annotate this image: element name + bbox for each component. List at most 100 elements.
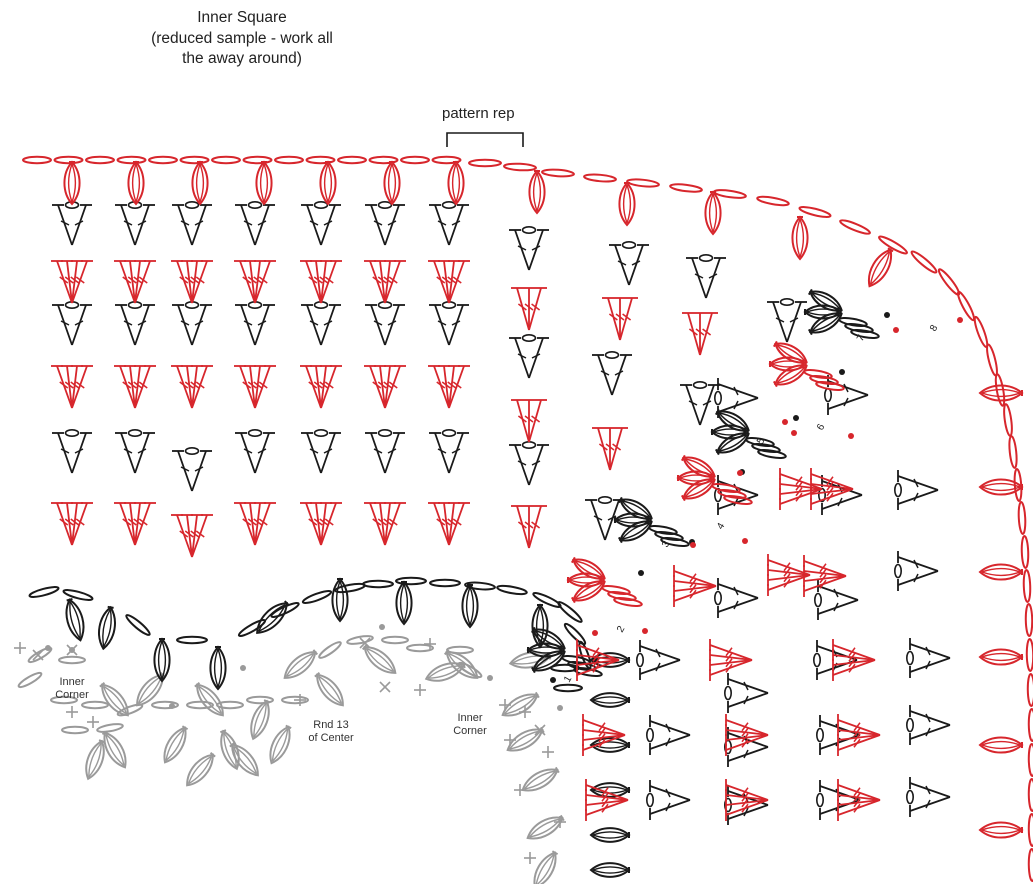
corner-chain xyxy=(717,489,747,499)
red-slip-dot xyxy=(791,430,797,436)
black-cluster-stitch xyxy=(589,862,631,878)
black-v-stitch xyxy=(592,350,632,396)
inner-corner-left-label: Inner Corner xyxy=(55,676,89,701)
black-v-stitch xyxy=(235,300,275,346)
gray-sc-cross xyxy=(519,706,531,718)
center-rnd13-stitches xyxy=(14,624,566,884)
gray-cluster-stitch xyxy=(501,691,540,717)
fan-leaf xyxy=(807,288,843,312)
corner-fan xyxy=(566,556,606,604)
red-shell-stitch xyxy=(234,365,276,409)
red-shell-stitch xyxy=(364,365,406,409)
top-chain-stitch xyxy=(274,155,304,165)
gray-chain-stitch xyxy=(318,641,342,659)
black-v-stitch xyxy=(509,225,549,271)
gray-cluster-stitch xyxy=(163,725,189,764)
red-cluster-stitch xyxy=(704,190,722,236)
round-number-8: 8 xyxy=(928,323,941,334)
red-cluster-stitch xyxy=(63,160,81,206)
black-cluster-stitch xyxy=(209,645,227,691)
red-cluster-stitch xyxy=(618,181,636,227)
round-number-4: 4 xyxy=(715,521,728,532)
chart-title: Inner Square (reduced sample - work all … xyxy=(112,8,372,70)
red-slip-dot xyxy=(893,327,899,333)
gray-sc-cross xyxy=(554,816,566,828)
black-v-stitch xyxy=(429,300,469,346)
gray-sc-cross xyxy=(499,699,511,711)
top-chain-stitch xyxy=(626,178,660,188)
red-cluster-stitch xyxy=(978,736,1024,754)
black-v-stitch xyxy=(301,428,341,474)
corner-chain xyxy=(815,381,845,391)
top-chain-stitch xyxy=(839,219,871,235)
black-cluster-stitch xyxy=(395,580,413,626)
gray-chain-stitch xyxy=(58,655,86,665)
gray-chain-stitch xyxy=(61,725,89,735)
red-shell-stitch xyxy=(171,365,213,409)
top-chain-stitch xyxy=(337,155,367,165)
red-shell-stitch xyxy=(51,502,93,546)
top-chain-stitch xyxy=(1026,673,1033,707)
black-slip-dot xyxy=(884,312,890,318)
black-slip-dot xyxy=(839,369,845,375)
gray-sc-cross xyxy=(424,638,436,650)
red-shell-stitch xyxy=(810,468,854,510)
black-chain-stitch xyxy=(532,592,562,608)
gray-sc-cross xyxy=(87,716,99,728)
black-v-stitch xyxy=(905,777,951,817)
black-chain-stitch xyxy=(362,579,394,589)
red-slip-dot xyxy=(742,538,748,544)
black-v-stitch xyxy=(115,300,155,346)
gray-sc-cross xyxy=(66,706,78,718)
red-cluster-stitch xyxy=(978,648,1024,666)
gray-chain-stitch xyxy=(246,695,274,705)
gray-cluster-stitch xyxy=(250,699,271,741)
red-shell-stitch xyxy=(51,365,93,409)
top-chain-stitch xyxy=(368,155,399,165)
black-v-stitch xyxy=(235,200,275,246)
top-chain-stitch xyxy=(53,155,84,165)
top-chain-stitch xyxy=(956,290,976,322)
red-shell-stitch xyxy=(673,565,717,607)
black-chain-stitch xyxy=(125,614,151,636)
fan-leaf xyxy=(570,556,606,580)
gray-chain-stitch xyxy=(50,695,78,705)
top-chain-stitch xyxy=(1027,848,1033,882)
black-v-stitch xyxy=(686,253,726,299)
top-chain-stitch xyxy=(85,155,115,165)
top-chain-stitch xyxy=(1022,569,1032,603)
gray-cluster-stitch xyxy=(99,681,129,717)
black-slip-dot xyxy=(550,677,556,683)
top-chain-stitch xyxy=(1027,778,1033,812)
black-v-stitch xyxy=(817,475,863,515)
red-cluster-stitch xyxy=(978,384,1024,402)
red-cluster-stitch xyxy=(127,160,145,206)
red-shell-stitch xyxy=(832,639,876,681)
black-v-stitch xyxy=(172,446,212,492)
black-round-stitches xyxy=(28,200,951,878)
red-slip-dot xyxy=(642,628,648,634)
red-cluster-stitch xyxy=(255,160,273,206)
red-shell-stitch xyxy=(725,779,769,821)
red-slip-dot xyxy=(782,419,788,425)
black-chain-stitch xyxy=(28,586,60,598)
black-v-stitch xyxy=(509,333,549,379)
top-chain-stitch xyxy=(910,250,938,274)
gray-sc-cross xyxy=(294,694,306,706)
fan-leaf xyxy=(680,454,716,478)
black-chain-stitch xyxy=(429,578,461,588)
corner-fan xyxy=(768,340,808,388)
red-cluster-stitch xyxy=(867,247,894,288)
red-shell-stitch xyxy=(837,779,881,821)
sc-x-mark xyxy=(359,637,371,649)
black-chain-stitch xyxy=(301,590,333,604)
black-v-stitch xyxy=(365,200,405,246)
corner-fan xyxy=(710,408,750,456)
black-v-stitch xyxy=(893,470,939,510)
black-cluster-stitch xyxy=(589,782,631,798)
top-chain-stitch xyxy=(468,158,502,168)
red-shell-stitch xyxy=(171,514,213,558)
black-cluster-stitch xyxy=(256,600,290,634)
red-shell-stitch xyxy=(709,639,753,681)
round-number-7: 7 xyxy=(855,333,868,344)
